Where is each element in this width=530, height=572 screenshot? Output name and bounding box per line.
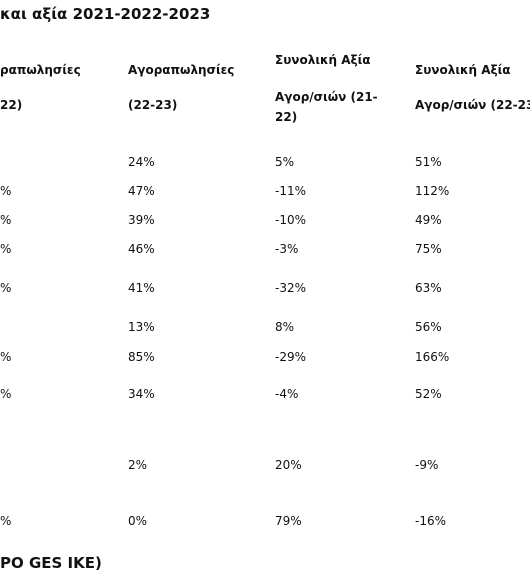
table-cell: 5% [275,155,295,169]
column-header: ραπωλησίες [0,63,81,77]
table-cell: % [0,184,12,198]
table-cell: 8% [275,320,295,334]
table-cell: % [0,242,12,256]
column-header: Αγορ/σιών (22-23) [415,98,530,112]
table-cell: 39% [128,213,155,227]
table-cell: 34% [128,387,155,401]
column-header: Αγορ/σιών (21- [275,90,378,104]
table-cell: -11% [275,184,307,198]
table-cell: 47% [128,184,155,198]
table-cell: 46% [128,242,155,256]
table-cell: -4% [275,387,299,401]
table-cell: % [0,213,12,227]
table-cell: 20% [275,458,302,472]
title: και αξία 2021-2022-2023 [0,5,211,23]
column-header: (22-23) [128,98,178,112]
column-header: Συνολική Αξία [415,63,511,77]
table-cell: 166% [415,350,450,364]
table-cell: % [0,281,12,295]
table-cell: 51% [415,155,442,169]
table-cell: 13% [128,320,155,334]
table-cell: 0% [128,514,148,528]
table-cell: 2% [128,458,148,472]
table-cell: 79% [275,514,302,528]
table-cell: 112% [415,184,450,198]
table-cell: 52% [415,387,442,401]
table-cell: -9% [415,458,439,472]
table-cell: 56% [415,320,442,334]
column-header: Συνολική Αξία [275,53,371,67]
table-cell: % [0,387,12,401]
table-cell: 49% [415,213,442,227]
table-cell: % [0,514,12,528]
table-cell: 75% [415,242,442,256]
column-header: Αγοραπωλησίες [128,63,235,77]
table-cell: 24% [128,155,155,169]
table-cell: % [0,350,12,364]
table-cell: 63% [415,281,442,295]
table-cell: -3% [275,242,299,256]
table-cell: 41% [128,281,155,295]
column-header: 22) [0,98,23,112]
footer: PO GES IKE) [0,554,102,572]
table-cell: 85% [128,350,155,364]
table-cell: -10% [275,213,307,227]
table-cell: -29% [275,350,307,364]
column-header: 22) [275,110,298,124]
table-cell: -32% [275,281,307,295]
table-cell: -16% [415,514,447,528]
